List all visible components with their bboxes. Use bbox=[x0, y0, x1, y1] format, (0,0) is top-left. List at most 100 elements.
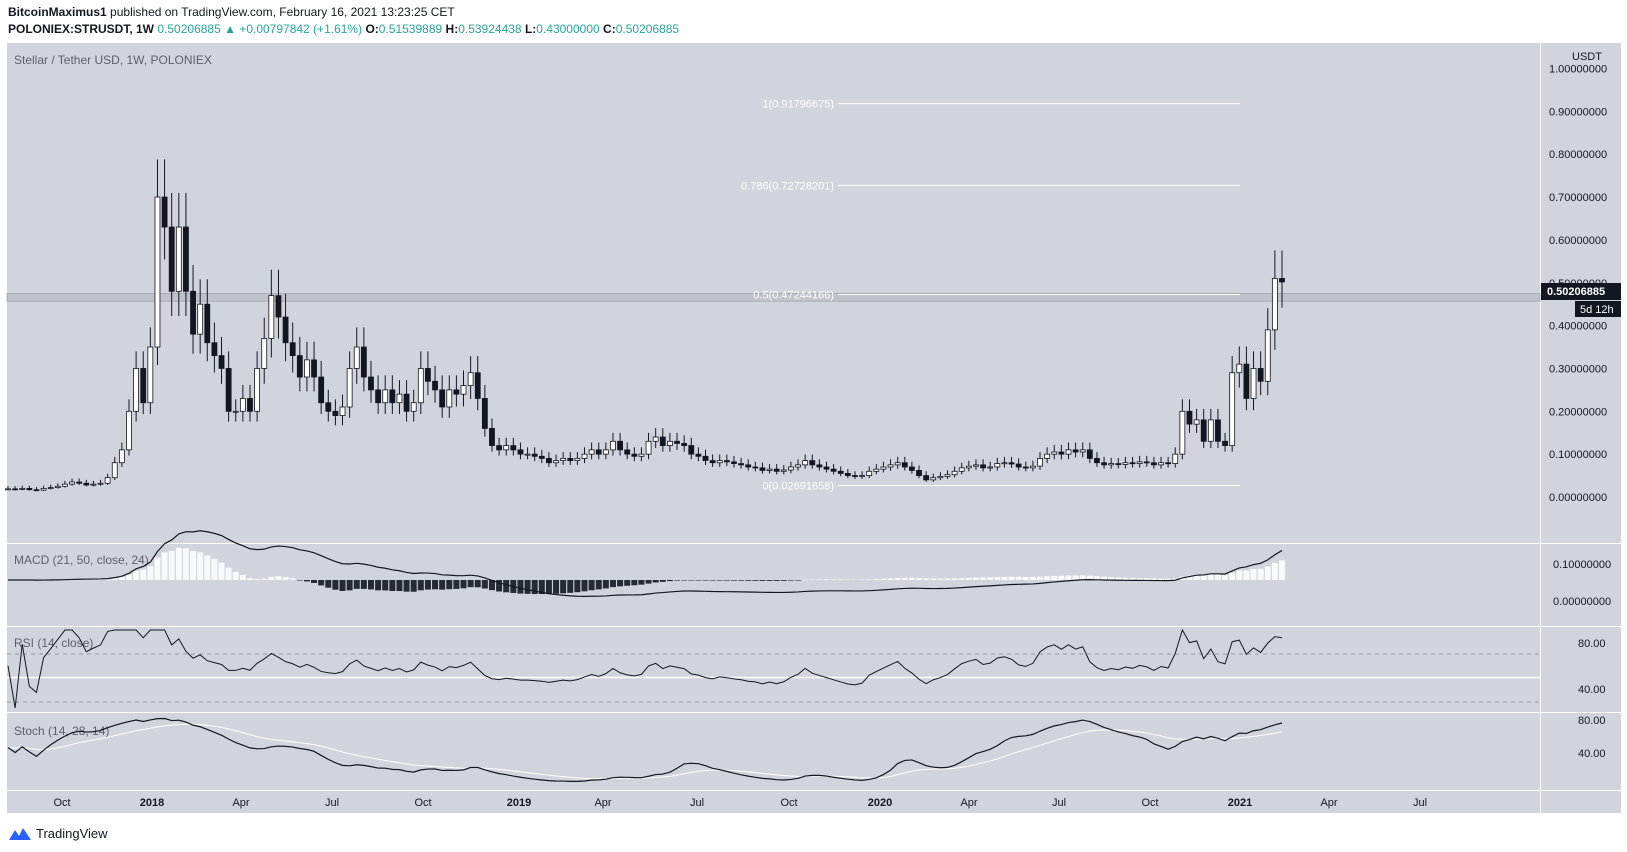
support-resistance-zone[interactable] bbox=[6, 293, 1541, 302]
candle[interactable] bbox=[866, 466, 873, 479]
candle[interactable] bbox=[880, 461, 887, 473]
candle[interactable] bbox=[567, 452, 574, 465]
candle[interactable] bbox=[218, 336, 225, 384]
candle[interactable] bbox=[83, 479, 90, 487]
candle[interactable] bbox=[40, 485, 47, 491]
candle[interactable] bbox=[695, 447, 702, 462]
candle[interactable] bbox=[396, 380, 403, 415]
candle[interactable] bbox=[467, 356, 474, 399]
candle[interactable] bbox=[26, 485, 33, 491]
candle[interactable] bbox=[232, 399, 239, 422]
candle[interactable] bbox=[1136, 455, 1143, 468]
candle[interactable] bbox=[738, 457, 744, 469]
candle[interactable] bbox=[368, 360, 374, 403]
candle[interactable] bbox=[47, 484, 54, 490]
candle[interactable] bbox=[510, 437, 517, 456]
candle[interactable] bbox=[837, 466, 844, 477]
candle[interactable] bbox=[859, 471, 865, 479]
candle[interactable] bbox=[610, 432, 616, 456]
candle[interactable] bbox=[766, 464, 773, 474]
candle[interactable] bbox=[780, 465, 787, 475]
candle[interactable] bbox=[190, 264, 196, 354]
candle[interactable] bbox=[254, 351, 261, 422]
candle[interactable] bbox=[1015, 458, 1022, 471]
candle[interactable] bbox=[1271, 250, 1278, 350]
candle[interactable] bbox=[524, 447, 531, 460]
candle[interactable] bbox=[538, 449, 545, 464]
candle[interactable] bbox=[147, 327, 154, 415]
candle[interactable] bbox=[823, 461, 830, 473]
candle[interactable] bbox=[617, 432, 623, 456]
candle[interactable] bbox=[453, 375, 460, 407]
candle[interactable] bbox=[33, 487, 40, 492]
candle[interactable] bbox=[716, 454, 723, 467]
candle[interactable] bbox=[1186, 399, 1193, 433]
candle[interactable] bbox=[275, 269, 282, 339]
candle[interactable] bbox=[1065, 442, 1072, 460]
candle[interactable] bbox=[638, 447, 645, 462]
candle[interactable] bbox=[318, 360, 325, 415]
candle[interactable] bbox=[417, 351, 424, 415]
candle[interactable] bbox=[546, 452, 552, 467]
candle[interactable] bbox=[311, 341, 317, 392]
candle[interactable] bbox=[681, 435, 688, 452]
candle[interactable] bbox=[339, 394, 346, 426]
candle[interactable] bbox=[553, 454, 559, 467]
candle[interactable] bbox=[140, 351, 147, 415]
candle[interactable] bbox=[1207, 408, 1214, 448]
candle[interactable] bbox=[1165, 456, 1172, 468]
candle[interactable] bbox=[496, 437, 502, 456]
candle[interactable] bbox=[403, 380, 410, 422]
candle[interactable] bbox=[809, 454, 816, 469]
candle[interactable] bbox=[268, 269, 275, 358]
candle[interactable] bbox=[1044, 447, 1051, 464]
candle[interactable] bbox=[645, 432, 652, 460]
candle[interactable] bbox=[389, 375, 396, 415]
candle[interactable] bbox=[830, 464, 837, 475]
candle[interactable] bbox=[481, 384, 488, 437]
candle[interactable] bbox=[62, 480, 68, 488]
candle[interactable] bbox=[588, 442, 595, 460]
candle[interactable] bbox=[1243, 346, 1250, 411]
candle[interactable] bbox=[1129, 456, 1136, 468]
candle[interactable] bbox=[944, 470, 951, 479]
candle[interactable] bbox=[1008, 456, 1015, 468]
candle[interactable] bbox=[901, 456, 908, 471]
candle[interactable] bbox=[1079, 442, 1086, 458]
candle[interactable] bbox=[951, 466, 958, 478]
candle[interactable] bbox=[731, 455, 737, 468]
candle[interactable] bbox=[332, 399, 339, 426]
candle[interactable] bbox=[1179, 399, 1186, 460]
candle[interactable] bbox=[1222, 432, 1228, 452]
candle[interactable] bbox=[709, 454, 716, 467]
candle[interactable] bbox=[353, 327, 360, 384]
candle[interactable] bbox=[560, 452, 567, 465]
candle[interactable] bbox=[930, 473, 937, 482]
candle[interactable] bbox=[289, 322, 296, 373]
candle[interactable] bbox=[1158, 456, 1164, 469]
tradingview-watermark[interactable]: TradingView bbox=[8, 826, 108, 841]
candle[interactable] bbox=[247, 384, 253, 422]
candle[interactable] bbox=[1115, 457, 1122, 469]
candle[interactable] bbox=[5, 486, 11, 491]
candle[interactable] bbox=[894, 456, 901, 469]
candle[interactable] bbox=[916, 465, 922, 479]
candle[interactable] bbox=[595, 442, 602, 460]
candle[interactable] bbox=[702, 449, 709, 465]
candle[interactable] bbox=[197, 279, 204, 354]
x-axis-pane[interactable] bbox=[7, 791, 1540, 813]
candle[interactable] bbox=[980, 459, 986, 472]
candle[interactable] bbox=[19, 485, 26, 491]
candle[interactable] bbox=[1001, 456, 1008, 468]
candle[interactable] bbox=[296, 336, 303, 392]
candle[interactable] bbox=[602, 442, 609, 460]
candle[interactable] bbox=[183, 192, 189, 317]
candle[interactable] bbox=[1022, 461, 1029, 472]
candle[interactable] bbox=[1058, 444, 1065, 460]
candle[interactable] bbox=[517, 442, 524, 460]
candle[interactable] bbox=[239, 384, 246, 422]
candle[interactable] bbox=[12, 486, 19, 491]
y-axis-pane[interactable] bbox=[1541, 43, 1621, 813]
candle[interactable] bbox=[1086, 442, 1093, 464]
